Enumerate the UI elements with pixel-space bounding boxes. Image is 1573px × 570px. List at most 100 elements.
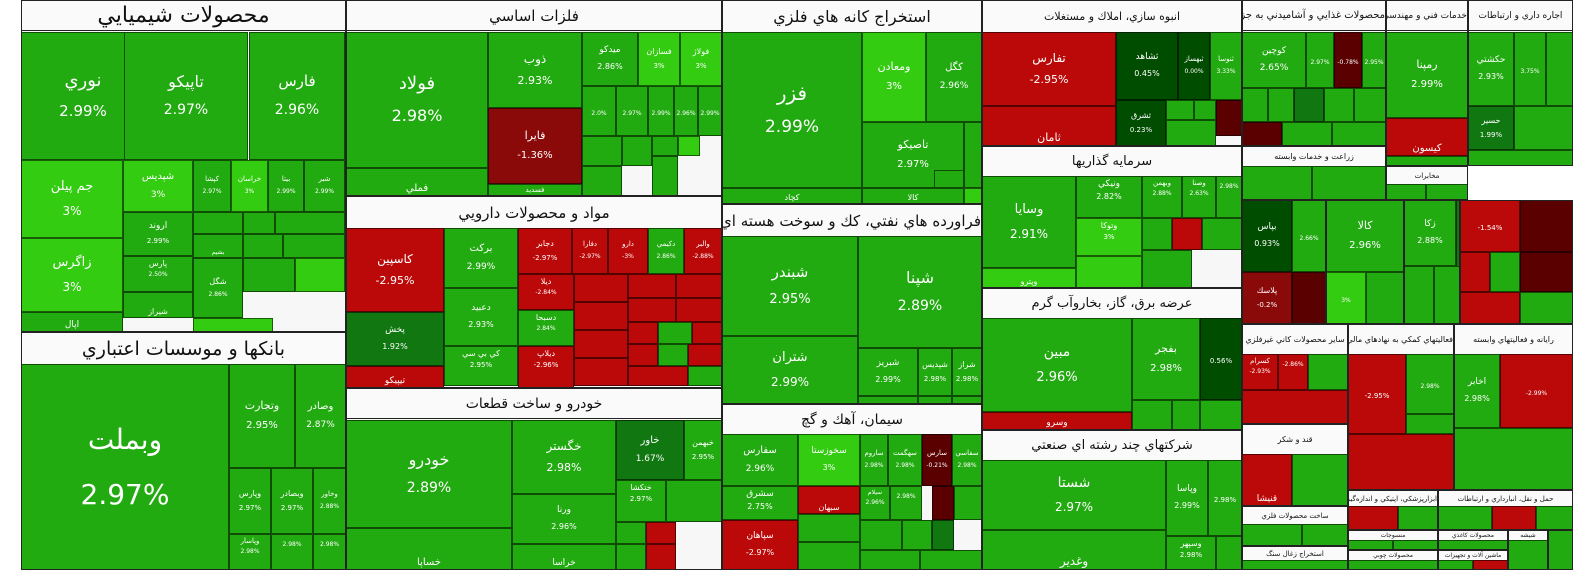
stock-tile[interactable]: 2.0%	[582, 86, 616, 136]
stock-tile[interactable]: -1.54%	[1461, 201, 1520, 252]
stock-tile[interactable]	[932, 486, 954, 520]
stock-tile[interactable]	[860, 520, 902, 550]
stock-tile[interactable]	[1349, 560, 1437, 569]
stock-tile[interactable]: 2.98%	[313, 534, 345, 569]
stock-tile[interactable]: زكا 2.88%	[1405, 201, 1456, 266]
stock-tile[interactable]: وتوكا 3%	[1076, 218, 1142, 256]
stock-tile[interactable]	[1473, 560, 1507, 569]
stock-tile[interactable]	[1405, 266, 1434, 323]
stock-tile[interactable]: شبريز 2.99%	[858, 348, 918, 396]
stock-tile[interactable]	[934, 170, 964, 188]
stock-tile[interactable]	[1439, 560, 1473, 569]
stock-tile[interactable]	[1393, 540, 1437, 549]
stock-tile[interactable]: وخاور 2.88%	[313, 468, 345, 534]
stock-tile[interactable]: خراسان 3%	[231, 160, 268, 212]
stock-tile[interactable]: تيپيكو	[347, 366, 444, 387]
stock-tile[interactable]	[1200, 400, 1241, 429]
stock-tile[interactable]	[646, 522, 676, 544]
stock-tile[interactable]	[1387, 156, 1467, 165]
stock-tile[interactable]: دجابر -2.97%	[518, 228, 572, 274]
stock-tile[interactable]: شپديس 2.98%	[918, 348, 952, 396]
stock-tile[interactable]	[1509, 540, 1547, 569]
stock-tile[interactable]: -2.96%	[574, 274, 628, 302]
stock-tile[interactable]: پخش 1.92%	[347, 312, 444, 366]
stock-tile[interactable]	[1166, 120, 1216, 145]
stock-tile[interactable]: سيلام 2.96%	[860, 486, 890, 520]
stock-tile[interactable]: وبصادر 2.97%	[271, 468, 313, 534]
stock-tile[interactable]: 3%	[1327, 272, 1366, 323]
stock-tile[interactable]: -2.96%	[676, 274, 721, 298]
stock-tile[interactable]: 2.66%	[1292, 201, 1325, 272]
stock-tile[interactable]	[652, 156, 678, 195]
stock-tile[interactable]: -2.95%	[574, 330, 628, 358]
stock-tile[interactable]	[1398, 506, 1437, 529]
stock-tile[interactable]	[628, 366, 688, 386]
stock-tile[interactable]: 2.97%	[1306, 32, 1334, 88]
stock-tile[interactable]: وپترو	[983, 268, 1076, 287]
stock-tile[interactable]	[283, 234, 345, 258]
stock-tile[interactable]: كيسون	[1387, 118, 1467, 156]
stock-tile[interactable]	[1292, 272, 1325, 323]
stock-tile[interactable]	[1216, 536, 1241, 569]
stock-tile[interactable]	[1268, 88, 1294, 122]
stock-tile[interactable]	[1294, 88, 1324, 122]
stock-tile[interactable]	[1142, 218, 1172, 250]
stock-tile[interactable]	[1132, 400, 1172, 429]
stock-tile[interactable]: سخوزستا 3%	[798, 434, 860, 486]
stock-tile[interactable]: فسازان 3%	[638, 32, 680, 86]
stock-tile[interactable]: 2.99%	[275, 212, 345, 234]
stock-tile[interactable]: قنيشا	[1243, 454, 1292, 505]
stock-tile[interactable]	[1292, 454, 1347, 505]
stock-tile[interactable]: 2.98%	[271, 534, 313, 569]
stock-tile[interactable]: حكشتي 2.93%	[1469, 32, 1514, 106]
stock-tile[interactable]: ثبهساز 0.00%	[1178, 32, 1210, 100]
stock-tile[interactable]: 2.98%	[1439, 506, 1492, 529]
stock-tile[interactable]: وسرو	[983, 412, 1132, 429]
stock-tile[interactable]	[582, 166, 622, 195]
stock-tile[interactable]: كسرام -2.93%	[1243, 354, 1278, 390]
stock-tile[interactable]: خودرو 2.89%	[347, 420, 512, 528]
stock-tile[interactable]: وصادر 2.87%	[295, 364, 345, 468]
stock-tile[interactable]: بپاس 0.93%	[1243, 201, 1292, 272]
stock-tile[interactable]	[622, 136, 652, 166]
stock-tile[interactable]: 2.99%	[698, 86, 721, 136]
stock-tile[interactable]	[1455, 428, 1572, 489]
stock-tile[interactable]: سفاسي 2.98%	[952, 434, 981, 486]
stock-tile[interactable]: بشيم2.88%	[193, 234, 243, 258]
stock-tile[interactable]: ثنوسا 3.33%	[1210, 32, 1241, 100]
stock-tile[interactable]: ونيكي 2.82%	[1076, 176, 1142, 218]
stock-tile[interactable]	[1349, 540, 1393, 549]
stock-tile[interactable]	[1546, 32, 1572, 106]
stock-tile[interactable]	[902, 520, 932, 550]
stock-tile[interactable]	[1439, 540, 1507, 549]
stock-tile[interactable]	[1366, 272, 1403, 323]
stock-tile[interactable]	[1076, 256, 1142, 287]
stock-tile[interactable]: 2.99%	[243, 212, 275, 234]
stock-tile[interactable]	[1302, 524, 1347, 545]
stock-tile[interactable]	[1172, 218, 1202, 250]
stock-tile[interactable]: بيتا 2.99%	[268, 160, 304, 212]
stock-tile[interactable]: وسپهر 2.98%	[1166, 536, 1216, 569]
stock-tile[interactable]: -2.92%	[676, 298, 721, 322]
stock-tile[interactable]: -2.86%	[1278, 354, 1308, 390]
stock-tile[interactable]	[1549, 531, 1572, 569]
stock-tile[interactable]	[964, 188, 981, 203]
stock-tile[interactable]	[920, 550, 981, 569]
stock-tile[interactable]: ختكشا 2.97%	[616, 480, 666, 522]
stock-tile[interactable]: سبهان-2.98%	[798, 486, 860, 514]
stock-tile[interactable]	[628, 344, 658, 366]
stock-tile[interactable]	[1514, 106, 1572, 150]
stock-tile[interactable]	[616, 544, 646, 569]
stock-tile[interactable]: -2.99%	[628, 322, 658, 344]
stock-tile[interactable]: وبملت 2.97%	[22, 364, 229, 569]
stock-tile[interactable]: ثامان	[983, 106, 1116, 145]
stock-tile[interactable]	[1308, 354, 1347, 390]
stock-tile[interactable]: شگل 2.86%	[193, 258, 243, 318]
stock-tile[interactable]	[1202, 218, 1241, 250]
stock-tile[interactable]: وپاسار 2.98%	[229, 534, 271, 569]
stock-tile[interactable]: شبندر 2.95%	[723, 236, 858, 336]
stock-tile[interactable]	[918, 396, 952, 403]
stock-tile[interactable]: زاگرس 3%	[22, 238, 123, 312]
stock-tile[interactable]	[1194, 100, 1216, 120]
stock-tile[interactable]: خساپا	[347, 528, 512, 569]
